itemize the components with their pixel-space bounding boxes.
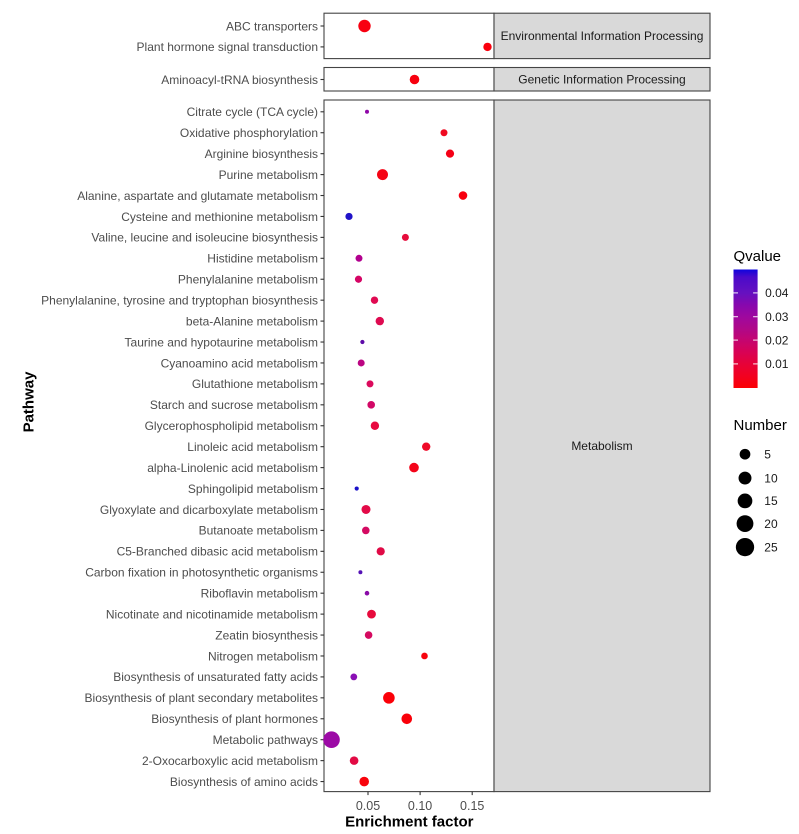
svg-text:0.01: 0.01 (765, 357, 789, 371)
svg-text:Alanine, aspartate and glutama: Alanine, aspartate and glutamate metabol… (77, 189, 318, 203)
svg-text:Genetic Information Processing: Genetic Information Processing (518, 73, 685, 87)
svg-text:Riboflavin metabolism: Riboflavin metabolism (201, 587, 318, 601)
svg-text:Biosynthesis of amino acids: Biosynthesis of amino acids (170, 775, 318, 789)
svg-text:beta-Alanine metabolism: beta-Alanine metabolism (186, 314, 318, 328)
svg-text:Metabolic pathways: Metabolic pathways (213, 733, 318, 747)
svg-text:Pathway: Pathway (20, 371, 37, 433)
svg-text:0.10: 0.10 (408, 799, 432, 813)
svg-text:Biosynthesis of plant hormones: Biosynthesis of plant hormones (151, 712, 318, 726)
svg-text:Zeatin biosynthesis: Zeatin biosynthesis (215, 628, 318, 642)
svg-text:Phenylalanine metabolism: Phenylalanine metabolism (178, 273, 318, 287)
svg-text:5: 5 (764, 448, 771, 462)
svg-text:Citrate cycle (TCA cycle): Citrate cycle (TCA cycle) (187, 105, 318, 119)
svg-text:10: 10 (764, 471, 778, 485)
svg-text:Taurine and hypotaurine metabo: Taurine and hypotaurine metabolism (125, 335, 318, 349)
svg-text:Valine, leucine and isoleucine: Valine, leucine and isoleucine biosynthe… (91, 231, 318, 245)
svg-text:Purine metabolism: Purine metabolism (219, 168, 318, 182)
svg-text:Arginine biosynthesis: Arginine biosynthesis (205, 147, 318, 161)
svg-text:Nitrogen metabolism: Nitrogen metabolism (208, 649, 318, 663)
svg-text:Glutathione metabolism: Glutathione metabolism (192, 377, 318, 391)
svg-text:Qvalue: Qvalue (734, 248, 782, 265)
svg-text:Metabolism: Metabolism (571, 439, 632, 453)
svg-text:Cyanoamino acid metabolism: Cyanoamino acid metabolism (161, 356, 318, 370)
svg-text:Number: Number (734, 417, 787, 434)
svg-text:C5-Branched dibasic acid metab: C5-Branched dibasic acid metabolism (117, 545, 318, 559)
svg-text:alpha-Linolenic acid metabolis: alpha-Linolenic acid metabolism (147, 461, 318, 475)
svg-text:Sphingolipid metabolism: Sphingolipid metabolism (188, 482, 318, 496)
svg-text:2-Oxocarboxylic acid metabolis: 2-Oxocarboxylic acid metabolism (142, 754, 318, 768)
svg-text:0.03: 0.03 (765, 310, 789, 324)
svg-text:Aminoacyl-tRNA biosynthesis: Aminoacyl-tRNA biosynthesis (161, 73, 318, 87)
svg-text:Biosynthesis of unsaturated fa: Biosynthesis of unsaturated fatty acids (113, 670, 318, 684)
svg-text:Butanoate metabolism: Butanoate metabolism (199, 524, 318, 538)
svg-text:0.05: 0.05 (356, 799, 380, 813)
svg-text:Linoleic acid metabolism: Linoleic acid metabolism (187, 440, 318, 454)
svg-text:0.15: 0.15 (460, 799, 484, 813)
svg-text:Phenylalanine, tyrosine and tr: Phenylalanine, tyrosine and tryptophan b… (41, 293, 318, 307)
svg-text:Enrichment factor: Enrichment factor (345, 813, 474, 830)
svg-text:Cysteine and methionine metabo: Cysteine and methionine metabolism (121, 210, 318, 224)
svg-text:Plant hormone signal transduct: Plant hormone signal transduction (137, 40, 318, 54)
svg-text:15: 15 (764, 494, 778, 508)
svg-text:Environmental Information Proc: Environmental Information Processing (501, 29, 704, 43)
svg-text:25: 25 (764, 540, 778, 554)
svg-text:ABC transporters: ABC transporters (226, 19, 318, 33)
svg-text:Biosynthesis of plant secondar: Biosynthesis of plant secondary metaboli… (85, 691, 318, 705)
svg-text:Nicotinate and nicotinamide me: Nicotinate and nicotinamide metabolism (106, 607, 318, 621)
svg-text:0.02: 0.02 (765, 333, 789, 347)
svg-text:Glycerophospholipid metabolism: Glycerophospholipid metabolism (145, 419, 318, 433)
svg-text:Histidine metabolism: Histidine metabolism (207, 252, 318, 266)
svg-text:0.04: 0.04 (765, 286, 789, 300)
svg-text:Starch and sucrose metabolism: Starch and sucrose metabolism (150, 398, 318, 412)
svg-text:Oxidative phosphorylation: Oxidative phosphorylation (180, 126, 318, 140)
svg-text:20: 20 (764, 517, 778, 531)
svg-text:Glyoxylate and dicarboxylate m: Glyoxylate and dicarboxylate metabolism (100, 503, 318, 517)
svg-text:Carbon fixation in photosynthe: Carbon fixation in photosynthetic organi… (85, 566, 318, 580)
